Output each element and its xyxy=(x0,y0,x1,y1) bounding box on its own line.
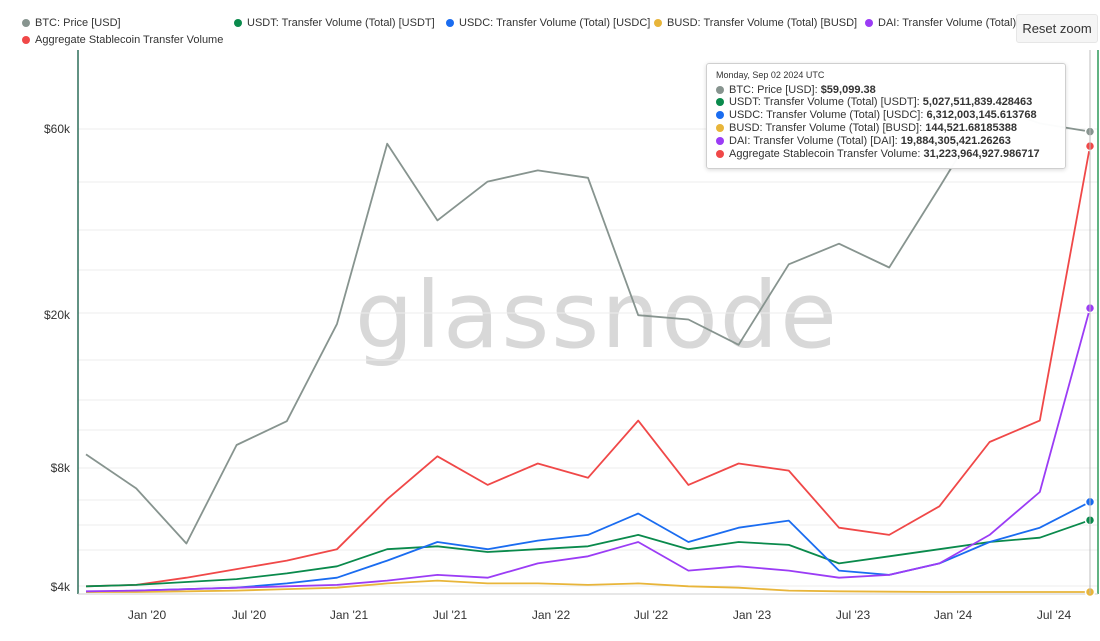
x-tick-label: Jan '23 xyxy=(732,608,772,622)
tooltip-dot-icon xyxy=(716,124,724,132)
legend-item-dai[interactable]: DAI: Transfer Volume (Total) [D xyxy=(865,16,1030,30)
x-tick-label: Jul '20 xyxy=(231,608,267,622)
tooltip-value: 6,312,003,145.613768 xyxy=(926,109,1037,121)
tooltip-value: 5,027,511,839.428463 xyxy=(922,96,1033,108)
x-tick-label: Jul '22 xyxy=(633,608,669,622)
x-tick-label: Jan '22 xyxy=(531,608,571,622)
y-tick-label: $60k xyxy=(43,122,70,136)
tooltip-date: Monday, Sep 02 2024 UTC xyxy=(716,70,825,80)
tooltip-value: 144,521.68185388 xyxy=(925,122,1017,134)
tooltip-row-aggregate: Aggregate Stablecoin Transfer Volume: 31… xyxy=(716,148,1040,161)
tooltip-value: $59,099.38 xyxy=(820,84,876,96)
legend-dot-icon xyxy=(446,19,454,27)
legend-item-usdt[interactable]: USDT: Transfer Volume (Total) [USDT] xyxy=(234,16,435,30)
tooltip-dot-icon xyxy=(716,111,724,119)
reset-zoom-button[interactable]: Reset zoom xyxy=(1016,14,1098,43)
tooltip-row-busd: BUSD: Transfer Volume (Total) [BUSD]: 14… xyxy=(716,122,1017,135)
legend-label: Aggregate Stablecoin Transfer Volume xyxy=(35,34,224,46)
series-line-usdt xyxy=(85,519,1091,588)
tooltip-row-usdt: USDT: Transfer Volume (Total) [USDT]: 5,… xyxy=(716,96,1032,109)
tooltip-label: USDC: Transfer Volume (Total) [USDC]: xyxy=(729,109,927,121)
tooltip-dot-icon xyxy=(716,137,724,145)
tooltip-label: USDT: Transfer Volume (Total) [USDT]: xyxy=(729,96,923,108)
legend-label: USDC: Transfer Volume (Total) [USDC] xyxy=(459,17,651,29)
tooltip-row-dai: DAI: Transfer Volume (Total) [DAI]: 19,8… xyxy=(716,135,1011,148)
legend-item-usdc[interactable]: USDC: Transfer Volume (Total) [USDC] xyxy=(446,16,650,30)
legend-dot-icon xyxy=(865,19,873,27)
legend-label: USDT: Transfer Volume (Total) [USDT] xyxy=(247,17,435,29)
tooltip-dot-icon xyxy=(716,86,724,94)
tooltip-dot-icon xyxy=(716,150,724,158)
tooltip-label: BUSD: Transfer Volume (Total) [BUSD]: xyxy=(729,122,926,134)
x-tick-label: Jan '21 xyxy=(329,608,369,622)
x-tick-label: Jan '20 xyxy=(127,608,167,622)
series-line-aggregate-stablecoin-transfer-volume xyxy=(85,145,1091,588)
tooltip-value: 19,884,305,421.26263 xyxy=(900,135,1011,147)
y-tick-label: $20k xyxy=(43,308,70,322)
legend-label: BTC: Price [USD] xyxy=(35,17,121,29)
legend-dot-icon xyxy=(22,36,30,44)
legend-item-aggregate[interactable]: Aggregate Stablecoin Transfer Volume xyxy=(22,33,223,47)
chart-tooltip: Monday, Sep 02 2024 UTC BTC: Price [USD]… xyxy=(706,63,1066,169)
tooltip-row-usdc: USDC: Transfer Volume (Total) [USDC]: 6,… xyxy=(716,109,1037,122)
x-tick-label: Jul '24 xyxy=(1036,608,1072,622)
tooltip-label: Aggregate Stablecoin Transfer Volume: xyxy=(729,148,924,160)
legend-dot-icon xyxy=(654,19,662,27)
tooltip-value: 31,223,964,927.986717 xyxy=(923,148,1040,160)
tooltip-row-btc: BTC: Price [USD]: $59,099.38 xyxy=(716,84,876,97)
series-line-dai xyxy=(85,307,1091,593)
legend-dot-icon xyxy=(22,19,30,27)
x-tick-label: Jan '24 xyxy=(933,608,973,622)
tooltip-dot-icon xyxy=(716,98,724,106)
legend-item-busd[interactable]: BUSD: Transfer Volume (Total) [BUSD] xyxy=(654,16,857,30)
x-tick-label: Jul '21 xyxy=(432,608,468,622)
series-line-busd xyxy=(86,579,1090,593)
x-tick-label: Jul '23 xyxy=(835,608,871,622)
chart-legend: BTC: Price [USD] USDT: Transfer Volume (… xyxy=(0,0,1030,48)
series-line-btc xyxy=(85,104,1091,545)
legend-dot-icon xyxy=(234,19,242,27)
tooltip-label: DAI: Transfer Volume (Total) [DAI]: xyxy=(729,135,901,147)
y-tick-label: $8k xyxy=(50,461,70,475)
legend-label: BUSD: Transfer Volume (Total) [BUSD] xyxy=(667,17,858,29)
legend-item-btc-price[interactable]: BTC: Price [USD] xyxy=(22,16,121,30)
y-tick-label: $4k xyxy=(50,580,70,594)
legend-label: DAI: Transfer Volume (Total) [D xyxy=(878,17,1031,29)
tooltip-label: BTC: Price [USD]: xyxy=(729,84,821,96)
